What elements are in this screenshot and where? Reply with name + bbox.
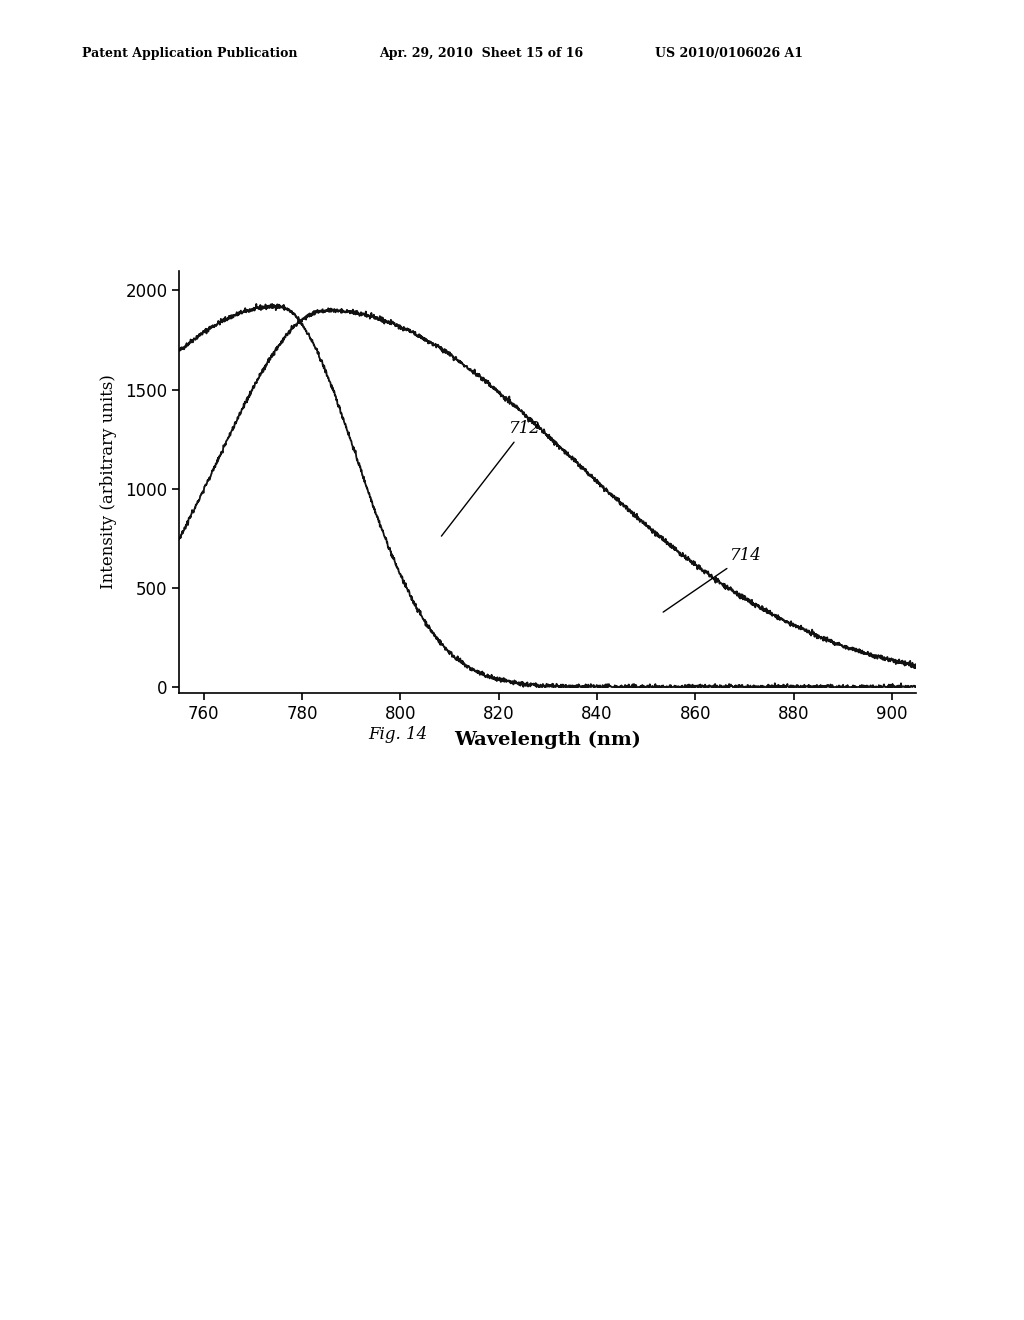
Y-axis label: Intensity (arbitrary units): Intensity (arbitrary units) [100,375,117,589]
Text: 714: 714 [664,546,762,612]
Text: Patent Application Publication: Patent Application Publication [82,46,297,59]
Text: Fig. 14: Fig. 14 [369,726,428,743]
Text: US 2010/0106026 A1: US 2010/0106026 A1 [655,46,804,59]
Text: 712: 712 [441,420,541,536]
Text: Apr. 29, 2010  Sheet 15 of 16: Apr. 29, 2010 Sheet 15 of 16 [379,46,583,59]
X-axis label: Wavelength (nm): Wavelength (nm) [455,731,641,750]
